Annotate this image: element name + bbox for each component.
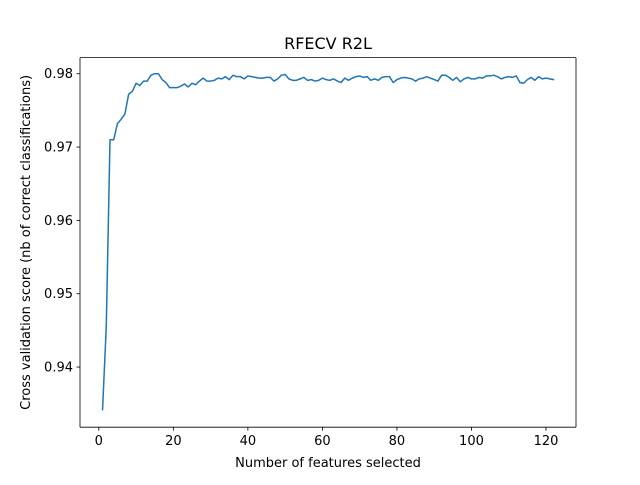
y-tick-label: 0.97 bbox=[44, 141, 73, 156]
y-axis-ticks: 0.94 0.95 0.96 0.97 0.98 bbox=[44, 67, 80, 376]
axes-frame bbox=[79, 57, 577, 428]
x-axis-label: Number of features selected bbox=[235, 456, 421, 471]
plot-area bbox=[80, 57, 576, 428]
y-tick-label: 0.98 bbox=[44, 67, 73, 82]
x-tick-label: 100 bbox=[459, 434, 484, 449]
y-tick-label: 0.96 bbox=[44, 214, 73, 229]
x-tick-label: 80 bbox=[389, 434, 406, 449]
y-tick-label: 0.94 bbox=[44, 361, 73, 376]
x-tick-label: 120 bbox=[534, 434, 559, 449]
series-line bbox=[101, 72, 555, 411]
x-tick-label: 40 bbox=[240, 434, 257, 449]
x-axis-ticks: 0 20 40 60 80 100 120 bbox=[95, 427, 559, 449]
x-tick-label: 20 bbox=[165, 434, 182, 449]
x-tick-label: 0 bbox=[95, 434, 103, 449]
y-axis-label: Cross validation score (nb of correct cl… bbox=[19, 75, 34, 410]
y-tick-label: 0.95 bbox=[44, 287, 73, 302]
x-tick-label: 60 bbox=[314, 434, 331, 449]
chart-title: RFECV R2L bbox=[284, 34, 372, 53]
series-layer bbox=[101, 72, 555, 411]
